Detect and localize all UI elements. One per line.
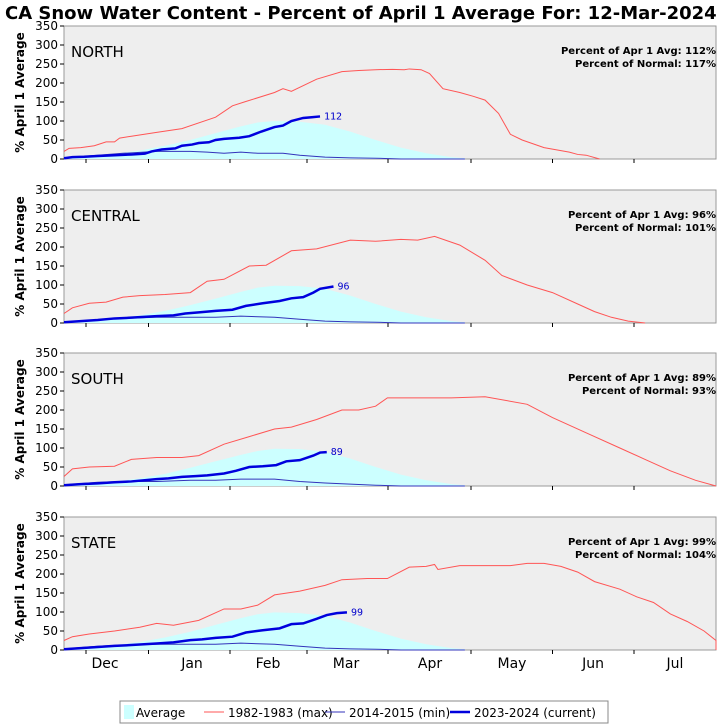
y-tick-label: 200 bbox=[35, 76, 58, 90]
y-axis-label: % April 1 Average bbox=[13, 196, 27, 317]
percent-apr1-text: Percent of Apr 1 Avg: 112% bbox=[561, 46, 716, 57]
percent-normal-text: Percent of Normal: 93% bbox=[582, 386, 716, 397]
current-line bbox=[63, 611, 348, 651]
y-axis-label: % April 1 Average bbox=[13, 359, 27, 480]
max-line bbox=[63, 68, 600, 160]
y-tick-label: 150 bbox=[35, 422, 58, 436]
month-label: Jan bbox=[180, 656, 203, 672]
y-tick-label: 50 bbox=[43, 624, 58, 638]
max-line bbox=[63, 562, 717, 650]
panel-central: 96 0 50 100 150 200 250 300 350 % April 1 Average… bbox=[13, 183, 717, 330]
legend-box bbox=[119, 700, 609, 724]
legend-swatch-average bbox=[124, 705, 134, 719]
current-line bbox=[63, 285, 334, 324]
y-tick-label: 100 bbox=[35, 441, 58, 455]
legend: Average 1982-1983 (max) 2014-2015 (min) 202… bbox=[119, 700, 609, 724]
plot-area bbox=[63, 352, 717, 487]
current-line bbox=[63, 450, 327, 487]
panels: 112 0 50 100 150 200 250 300 350 % April 1 Averag… bbox=[13, 19, 717, 657]
y-axis-label: % April 1 Average bbox=[13, 32, 27, 153]
legend-label-min: 2014-2015 (min) bbox=[349, 706, 450, 720]
panel-state: 99 0 50 100 150 200 250 300 350 % April 1 Average… bbox=[13, 510, 717, 657]
y-tick-label: 0 bbox=[50, 643, 58, 657]
y-tick-label: 250 bbox=[35, 384, 58, 398]
y-tick-label: 350 bbox=[35, 346, 58, 360]
y-tick-label: 50 bbox=[43, 133, 58, 147]
y-tick-label: 300 bbox=[35, 38, 58, 52]
y-tick-label: 0 bbox=[50, 152, 58, 166]
month-axis: Dec Jan Feb Mar Apr May Jun Jul bbox=[91, 656, 683, 672]
region-label: SOUTH bbox=[71, 370, 124, 388]
month-label: Dec bbox=[91, 656, 118, 672]
percent-apr1-text: Percent of Apr 1 Avg: 89% bbox=[568, 373, 716, 384]
y-tick-label: 50 bbox=[43, 460, 58, 474]
month-label: Apr bbox=[418, 656, 442, 672]
current-line bbox=[63, 115, 321, 160]
legend-label-average: Average bbox=[136, 706, 185, 720]
current-value-label: 112 bbox=[324, 111, 342, 122]
chart-title: CA Snow Water Content - Percent of April… bbox=[5, 3, 717, 24]
month-label: Mar bbox=[333, 656, 360, 672]
y-tick-label: 250 bbox=[35, 57, 58, 71]
y-tick-label: 100 bbox=[35, 114, 58, 128]
y-tick-label: 150 bbox=[35, 95, 58, 109]
average-area bbox=[64, 448, 465, 486]
month-label: May bbox=[498, 656, 527, 672]
y-tick-label: 300 bbox=[35, 529, 58, 543]
y-tick-label: 200 bbox=[35, 240, 58, 254]
y-tick-label: 300 bbox=[35, 365, 58, 379]
percent-apr1-text: Percent of Apr 1 Avg: 96% bbox=[568, 210, 716, 221]
legend-label-max: 1982-1983 (max) bbox=[228, 706, 333, 720]
percent-normal-text: Percent of Normal: 101% bbox=[575, 223, 716, 234]
current-value-label: 99 bbox=[351, 607, 363, 618]
month-label: Feb bbox=[256, 656, 281, 672]
y-tick-label: 300 bbox=[35, 202, 58, 216]
y-tick-label: 100 bbox=[35, 278, 58, 292]
y-tick-label: 200 bbox=[35, 403, 58, 417]
region-label: CENTRAL bbox=[71, 207, 140, 225]
y-tick-label: 350 bbox=[35, 19, 58, 33]
legend-label-current: 2023-2024 (current) bbox=[474, 706, 596, 720]
y-tick-label: 150 bbox=[35, 259, 58, 273]
y-axis-label: % April 1 Average bbox=[13, 523, 27, 644]
y-tick-label: 350 bbox=[35, 183, 58, 197]
y-tick-label: 0 bbox=[50, 479, 58, 493]
plot-area bbox=[63, 189, 717, 324]
y-tick-label: 100 bbox=[35, 605, 58, 619]
average-area bbox=[64, 285, 465, 323]
y-tick-label: 50 bbox=[43, 297, 58, 311]
region-label: STATE bbox=[71, 534, 116, 552]
plot-area bbox=[63, 516, 717, 651]
panel-north: 112 0 50 100 150 200 250 300 350 % April 1 Averag… bbox=[13, 19, 717, 166]
current-value-label: 96 bbox=[337, 282, 349, 293]
y-tick-label: 200 bbox=[35, 567, 58, 581]
y-tick-label: 0 bbox=[50, 316, 58, 330]
min-line bbox=[63, 150, 465, 160]
max-line bbox=[63, 396, 717, 487]
y-tick-label: 250 bbox=[35, 221, 58, 235]
percent-normal-text: Percent of Normal: 117% bbox=[575, 59, 716, 70]
percent-apr1-text: Percent of Apr 1 Avg: 99% bbox=[568, 537, 716, 548]
plot-area bbox=[63, 25, 717, 160]
panel-south: 89 0 50 100 150 200 250 300 350 % April 1 Average… bbox=[13, 346, 717, 493]
max-line bbox=[63, 235, 646, 324]
region-label: NORTH bbox=[71, 43, 124, 61]
month-label: Jun bbox=[581, 656, 604, 672]
y-tick-label: 250 bbox=[35, 548, 58, 562]
percent-normal-text: Percent of Normal: 104% bbox=[575, 550, 716, 561]
current-value-label: 89 bbox=[331, 447, 343, 458]
y-tick-label: 350 bbox=[35, 510, 58, 524]
y-tick-label: 150 bbox=[35, 586, 58, 600]
month-label: Jul bbox=[666, 656, 684, 672]
